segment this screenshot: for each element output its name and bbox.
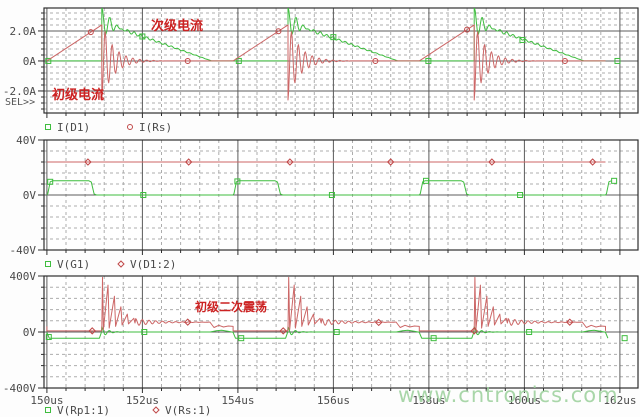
square-legend-marker[interactable] — [45, 261, 51, 267]
y-axis-label: -400V — [3, 382, 36, 395]
trace-V(Rs:1)[interactable] — [46, 276, 606, 332]
legend-label[interactable]: V(Rs:1) — [165, 404, 211, 417]
legend-label[interactable]: V(D1:2) — [130, 258, 176, 271]
diamond-marker-V(Rs:1)[interactable] — [88, 327, 96, 335]
square-marker-V(Rp1:1)[interactable] — [526, 328, 533, 335]
diamond-marker-V(Rs:1)[interactable] — [375, 318, 383, 327]
grid-minor — [44, 8, 638, 113]
square-legend-marker[interactable] — [45, 407, 51, 413]
diamond-marker-V(Rs:1)[interactable] — [279, 327, 287, 335]
diamond-marker-V(D1:2)[interactable] — [588, 158, 597, 166]
circle-marker-I(Rs)[interactable] — [184, 57, 191, 64]
traces — [45, 7, 621, 101]
circle-marker-I(Rs)[interactable] — [372, 57, 379, 64]
square-marker-V(G1)[interactable] — [140, 192, 147, 198]
annotation-primary-secondary-ringing: 初级二次震荡 — [195, 300, 268, 314]
circle-legend-marker[interactable] — [127, 124, 133, 130]
watermark-text: www.cntronics.com — [398, 383, 619, 407]
square-marker-I(D1)[interactable] — [45, 57, 52, 64]
y-axis-label: 400V — [10, 270, 37, 283]
square-marker-V(G1)[interactable] — [328, 192, 335, 198]
y-axis-label: -40V — [10, 244, 37, 257]
x-axis-label: 154us — [221, 394, 254, 407]
square-marker-V(Rp1:1)[interactable] — [238, 335, 245, 342]
legend-label[interactable]: I(Rs) — [139, 121, 172, 134]
annotation-primary-current: 初级电流 — [52, 88, 105, 103]
circle-marker-I(Rs)[interactable] — [561, 57, 568, 64]
diamond-marker-V(D1:2)[interactable] — [286, 158, 294, 166]
square-marker-V(G1)[interactable] — [611, 177, 618, 184]
x-axis-label: 158us — [412, 394, 445, 407]
legend-primary-voltages: V(Rp1:1) V(Rs:1) — [45, 404, 211, 417]
plot-border — [43, 139, 639, 251]
square-marker-I(D1)[interactable] — [425, 57, 432, 64]
square-marker-V(Rp1:1)[interactable] — [621, 335, 628, 342]
diamond-legend-marker[interactable] — [117, 260, 125, 268]
circle-marker-I(Rs)[interactable] — [464, 26, 471, 33]
legend-label[interactable]: V(G1) — [57, 258, 90, 271]
x-axis-label: 160us — [508, 394, 541, 407]
plot-border — [43, 275, 639, 389]
square-marker-V(Rp1:1)[interactable] — [430, 335, 437, 342]
annotation-secondary-current: 次级电流 — [151, 19, 204, 34]
x-axis-label: 152us — [126, 394, 159, 407]
plot-currents: 2.0A 0A -2.0A I(D1) I(Rs) — [3, 7, 639, 134]
traces — [45, 276, 628, 342]
square-marker-I(D1)[interactable] — [330, 34, 337, 41]
trace-V(G1)[interactable] — [46, 180, 612, 196]
square-legend-marker[interactable] — [45, 124, 51, 130]
diamond-marker-V(Rs:1)[interactable] — [566, 318, 574, 326]
square-marker-I(D1)[interactable] — [614, 57, 621, 64]
diamond-marker-V(D1:2)[interactable] — [386, 158, 395, 166]
y-axis-label: 0V — [23, 326, 37, 339]
diamond-legend-marker[interactable] — [152, 406, 160, 414]
plot-primary-voltages: 400V 0V -400V V(Rp1:1) V(Rs:1) — [3, 270, 639, 417]
y-axis-label: -2.0A — [3, 85, 36, 98]
legend-gate-and-output-voltage: V(G1) V(D1:2) — [45, 258, 176, 271]
sel-indicator: SEL>> — [5, 97, 36, 108]
trace-I(D1)[interactable] — [46, 7, 606, 62]
legend-label[interactable]: V(Rp1:1) — [57, 404, 110, 417]
square-marker-V(Rp1:1)[interactable] — [141, 329, 148, 336]
x-axis-label: 156us — [317, 394, 350, 407]
legend-label[interactable]: I(D1) — [57, 121, 90, 134]
diamond-marker-V(Rs:1)[interactable] — [470, 327, 478, 335]
square-marker-I(D1)[interactable] — [519, 36, 526, 43]
square-marker-V(G1)[interactable] — [234, 178, 241, 185]
diamond-marker-V(D1:2)[interactable] — [84, 158, 92, 166]
square-marker-V(Rp1:1)[interactable] — [333, 329, 340, 336]
x-axis-label: 150us — [30, 394, 63, 407]
square-marker-V(G1)[interactable] — [517, 192, 524, 198]
y-axis-label: 40V — [16, 134, 36, 147]
y-axis-label: 0V — [23, 189, 37, 202]
diamond-marker-V(D1:2)[interactable] — [184, 158, 193, 166]
y-axis-label: 0A — [23, 55, 37, 68]
legend-currents: I(D1) I(Rs) — [45, 121, 172, 134]
diamond-marker-V(D1:2)[interactable] — [488, 158, 496, 166]
square-marker-V(Rp1:1)[interactable] — [45, 334, 52, 341]
circle-marker-I(Rs)[interactable] — [87, 29, 94, 36]
trace-I(Rs)[interactable] — [46, 24, 606, 101]
square-marker-V(G1)[interactable] — [47, 178, 54, 185]
plot-border — [43, 7, 639, 114]
plot-gate-and-output-voltage: 40V 0V -40V V(G1) V(D1:2) — [10, 134, 639, 271]
traces — [46, 158, 618, 198]
circle-marker-I(Rs)[interactable] — [275, 28, 282, 35]
square-marker-I(D1)[interactable] — [235, 57, 242, 64]
trace-V(Rp1:1)[interactable] — [46, 326, 609, 339]
diamond-marker-V(Rs:1)[interactable] — [184, 318, 192, 326]
y-axis-label: 2.0A — [10, 25, 37, 38]
square-marker-I(D1)[interactable] — [139, 33, 146, 40]
x-axis-label: 162us — [603, 394, 636, 407]
square-marker-V(G1)[interactable] — [422, 177, 429, 184]
